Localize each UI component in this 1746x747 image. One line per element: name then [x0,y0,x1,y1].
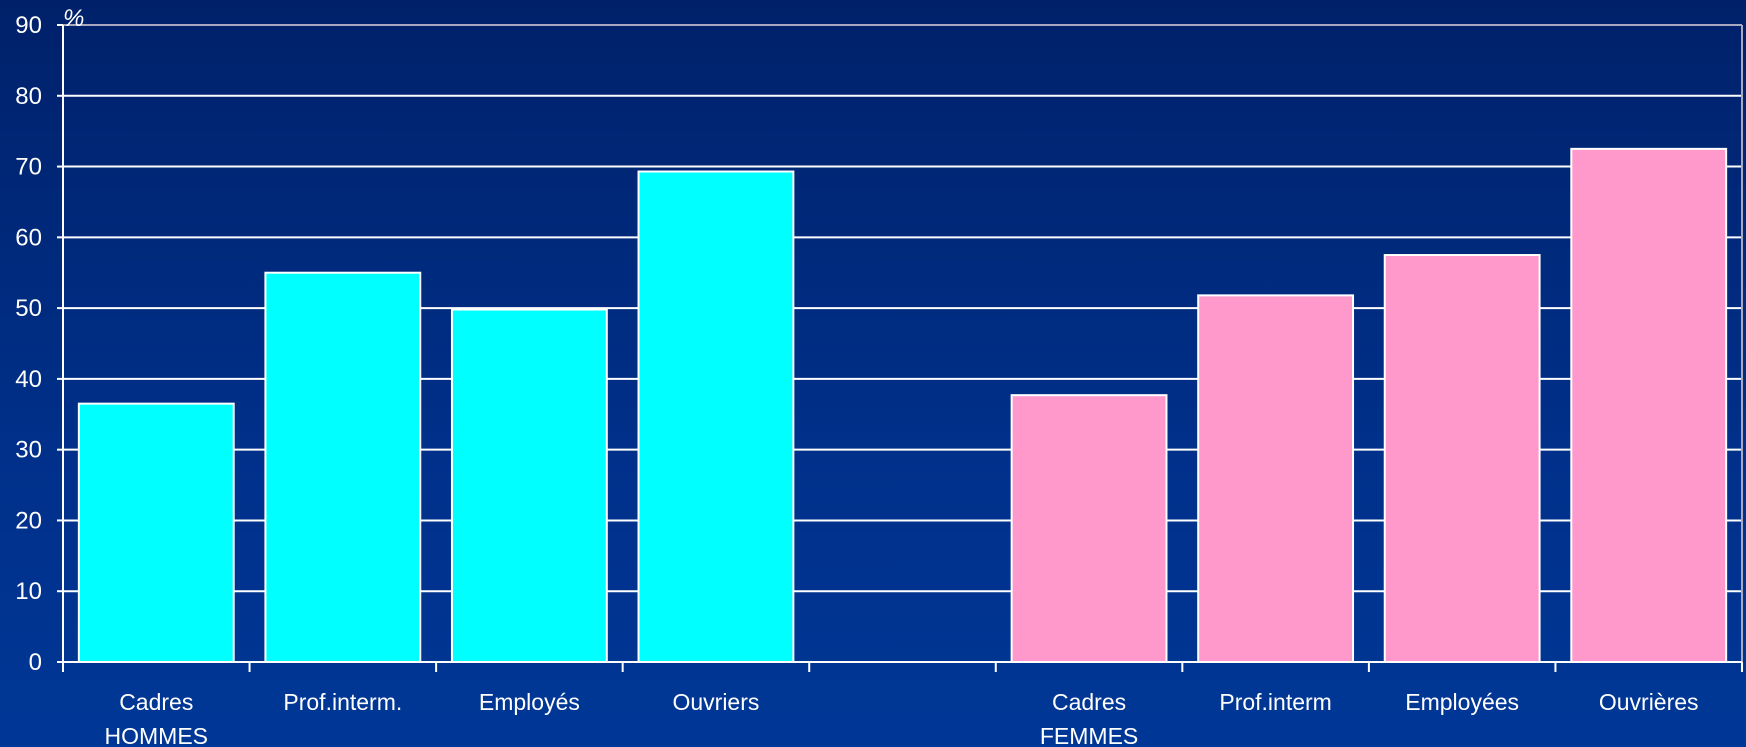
bars [77,147,1728,664]
category-label: Cadres [119,689,193,715]
bar [1197,294,1355,663]
y-tick-label: 70 [15,154,42,181]
y-tick-label: 90 [15,12,42,39]
bar [637,170,795,663]
bar [1570,147,1728,664]
group-label: HOMMES [105,723,209,747]
bar [450,308,608,663]
bar [77,402,235,663]
category-label: Ouvriers [672,689,759,715]
category-label: Ouvrières [1599,689,1699,715]
axes [57,24,1743,672]
bar [1010,394,1168,663]
y-tick-label: 80 [15,83,42,110]
y-tick-label: 20 [15,507,42,534]
y-tick-label: 30 [15,437,42,464]
category-label: Cadres [1052,689,1126,715]
y-unit-label: % [63,5,84,32]
y-tick-label: 0 [29,649,42,676]
category-label: Employées [1405,689,1519,715]
labels: 0 10 20 30 40 50 60 70 80 90 % Cadres HOMMES Prof.int… [15,5,1698,747]
bar [264,271,422,663]
category-label: Prof.interm. [283,689,402,715]
y-tick-label: 10 [15,578,42,605]
category-label: Employés [479,689,580,715]
bar [1383,254,1541,663]
y-tick-label: 60 [15,224,42,251]
group-label: FEMMES [1040,723,1138,747]
category-label: Prof.interm [1219,689,1331,715]
y-tick-label: 40 [15,366,42,393]
y-tick-label: 50 [15,295,42,322]
